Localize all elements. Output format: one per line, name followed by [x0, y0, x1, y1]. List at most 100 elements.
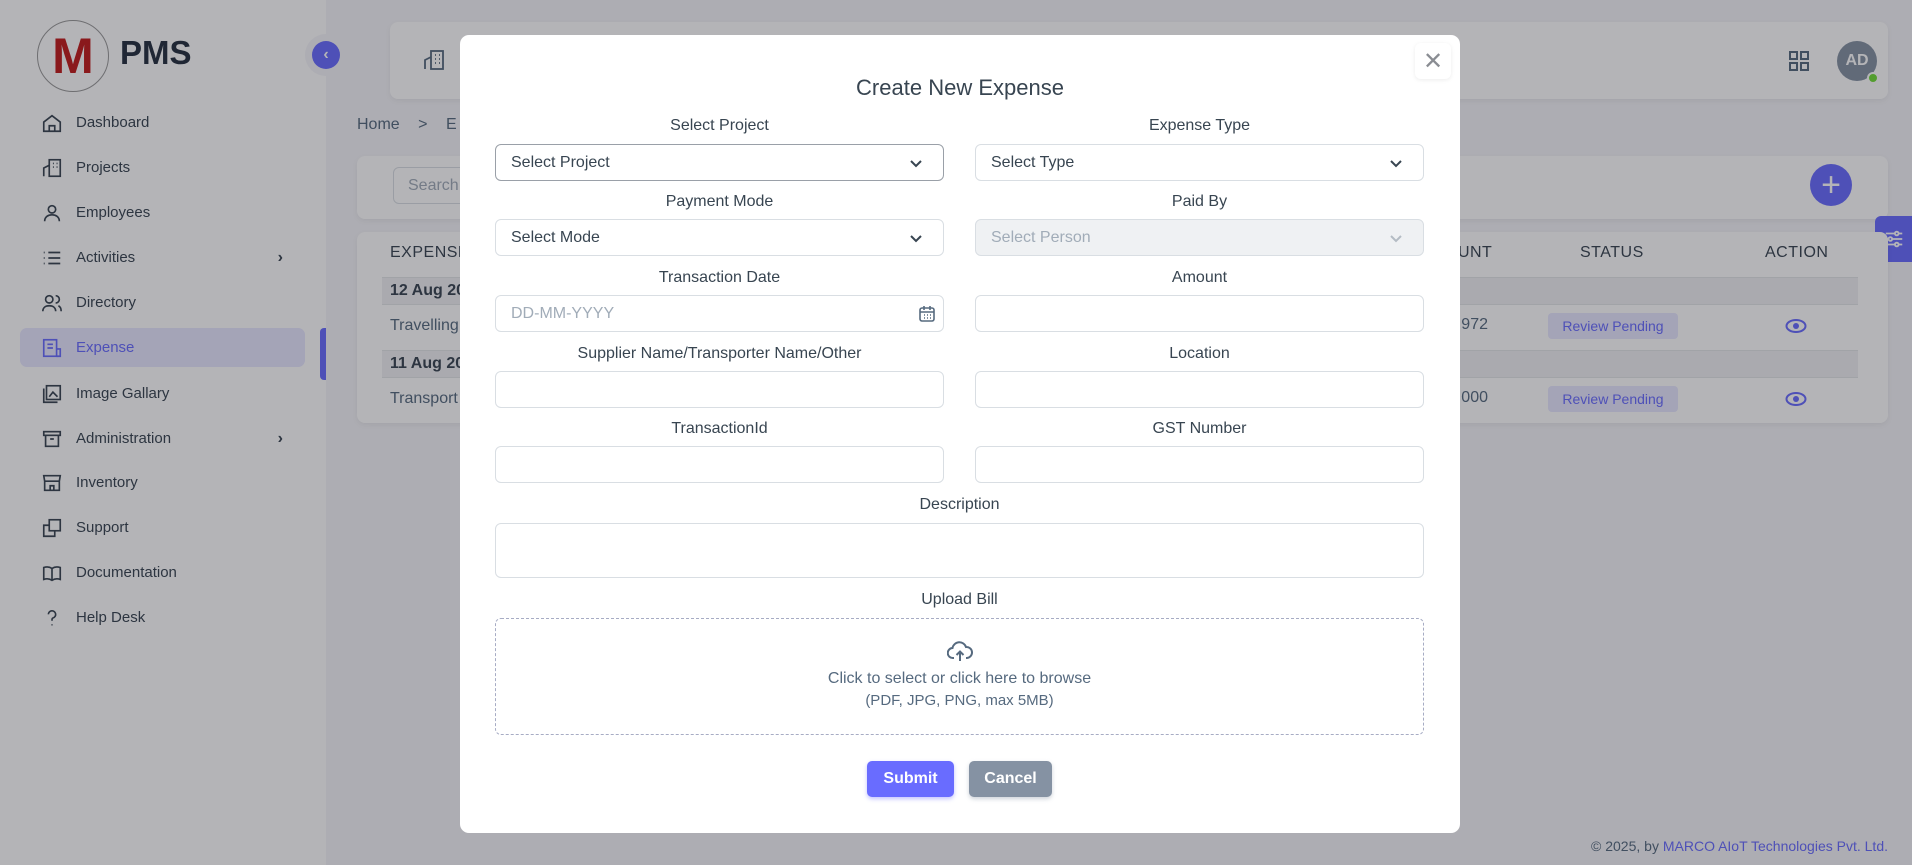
collapse-sidebar-button[interactable]: ‹ — [312, 41, 340, 69]
status-badge: Review Pending — [1548, 386, 1678, 412]
paid-by-value: Select Person — [991, 228, 1091, 246]
sidebar-item-help-desk[interactable]: Help Desk — [20, 598, 305, 637]
home-icon — [41, 112, 63, 134]
sidebar-item-documentation[interactable]: Documentation — [20, 553, 305, 592]
breadcrumb-home[interactable]: Home — [357, 116, 400, 133]
sidebar-item-label: Expense — [76, 339, 135, 356]
sidebar-item-label: Employees — [76, 204, 151, 221]
col-header-expense: EXPENSE — [390, 244, 470, 261]
location-input[interactable] — [975, 371, 1424, 408]
expense-type-label: Expense Type — [1148, 117, 1251, 134]
sidebar-item-label: Dashboard — [76, 114, 150, 131]
expense-type-select[interactable]: Select Type — [975, 144, 1424, 181]
upload-label: Upload Bill — [921, 591, 998, 608]
sidebar-item-employees[interactable]: Employees — [20, 193, 305, 232]
payment-mode-value: Select Mode — [511, 228, 600, 246]
users-icon — [41, 292, 63, 314]
store-icon — [41, 472, 63, 494]
chevron-down-icon — [910, 160, 922, 168]
breadcrumb: Home > E — [357, 116, 457, 134]
description-label: Description — [919, 496, 1000, 513]
sidebar: M PMS Dashboard Projects Employees Activiti… — [0, 0, 326, 865]
upload-instructions: Click to select or click here to browse — [827, 670, 1092, 687]
location-label: Location — [1169, 345, 1230, 362]
cancel-button[interactable]: Cancel — [969, 761, 1052, 797]
building-icon[interactable] — [422, 48, 446, 72]
chevron-right-icon: › — [277, 248, 283, 266]
close-button[interactable]: ✕ — [1415, 43, 1451, 79]
apps-grid-icon[interactable] — [1787, 49, 1811, 73]
description-textarea[interactable] — [495, 523, 1424, 578]
gst-input[interactable] — [975, 446, 1424, 483]
chevron-down-icon — [910, 235, 922, 243]
payment-mode-label: Payment Mode — [665, 193, 774, 210]
archive-icon — [41, 428, 63, 450]
sidebar-item-label: Support — [76, 519, 129, 536]
cell-expense-type: Travelling — [390, 317, 459, 334]
sidebar-item-expense[interactable]: Expense — [20, 328, 305, 367]
upload-dropzone[interactable]: Click to select or click here to browse … — [495, 618, 1424, 735]
payment-mode-select[interactable]: Select Mode — [495, 219, 944, 256]
receipt-icon — [41, 337, 63, 359]
sidebar-item-dashboard[interactable]: Dashboard — [20, 103, 305, 142]
footer-copyright: © 2025, by — [1591, 838, 1663, 854]
add-expense-button[interactable]: + — [1810, 164, 1852, 206]
sidebar-item-support[interactable]: Support — [20, 508, 305, 547]
footer-company-link[interactable]: MARCO AIoT Technologies Pvt. Ltd. — [1662, 838, 1888, 854]
sidebar-item-projects[interactable]: Projects — [20, 148, 305, 187]
chevron-down-icon — [1390, 235, 1402, 243]
user-icon — [41, 202, 63, 224]
sidebar-item-label: Help Desk — [76, 609, 146, 626]
view-eye-icon[interactable] — [1785, 391, 1807, 407]
book-icon — [41, 562, 63, 584]
paid-by-label: Paid By — [1171, 193, 1228, 210]
question-icon — [41, 607, 63, 629]
logo-letter: M — [52, 28, 94, 84]
sidebar-item-image-gallary[interactable]: Image Gallary — [20, 374, 305, 413]
transaction-id-input[interactable] — [495, 446, 944, 483]
brand-name: PMS — [120, 34, 192, 71]
sidebar-item-directory[interactable]: Directory — [20, 283, 305, 322]
gallery-icon — [41, 383, 63, 405]
amount-label: Amount — [1171, 269, 1228, 286]
breadcrumb-separator: > — [418, 116, 428, 133]
sidebar-item-label: Documentation — [76, 564, 177, 581]
supplier-label: Supplier Name/Transporter Name/Other — [577, 345, 862, 362]
col-header-action: ACTION — [1765, 244, 1829, 261]
close-icon: ✕ — [1422, 47, 1444, 75]
view-eye-icon[interactable] — [1785, 318, 1807, 334]
transaction-date-input[interactable]: DD-MM-YYYY — [495, 295, 944, 332]
copy-icon — [41, 517, 63, 539]
avatar[interactable]: AD — [1837, 41, 1877, 81]
breadcrumb-current: E — [445, 116, 457, 133]
chevron-down-icon — [1390, 160, 1402, 168]
amount-input[interactable] — [975, 295, 1424, 332]
cell-expense-type: Transport — [390, 390, 458, 407]
sidebar-item-label: Activities — [76, 249, 136, 266]
supplier-input[interactable] — [495, 371, 944, 408]
active-indicator — [320, 328, 326, 380]
modal-title: Create New Expense — [856, 75, 1064, 100]
chevron-right-icon: › — [277, 429, 283, 447]
sidebar-item-inventory[interactable]: Inventory — [20, 463, 305, 502]
cell-amount: 000 — [1461, 389, 1488, 406]
transaction-id-label: TransactionId — [671, 420, 768, 437]
create-expense-modal: Create New Expense ✕ Select Project Sele… — [460, 35, 1460, 833]
col-header-status: STATUS — [1580, 244, 1644, 261]
sidebar-item-label: Administration — [76, 430, 172, 447]
sidebar-item-label: Image Gallary — [76, 385, 170, 402]
expense-type-value: Select Type — [991, 153, 1075, 171]
project-select[interactable]: Select Project — [495, 144, 944, 181]
submit-button[interactable]: Submit — [867, 761, 954, 797]
sidebar-item-label: Inventory — [76, 474, 138, 491]
cloud-upload-icon — [946, 641, 973, 661]
cell-amount: 972 — [1461, 316, 1488, 333]
transaction-date-placeholder: DD-MM-YYYY — [511, 304, 615, 322]
sidebar-item-administration[interactable]: Administration › — [20, 419, 305, 458]
online-status-dot — [1867, 72, 1879, 84]
paid-by-select: Select Person — [975, 219, 1424, 256]
calendar-icon[interactable] — [917, 304, 937, 324]
project-label: Select Project — [670, 117, 769, 134]
sidebar-item-activities[interactable]: Activities › — [20, 238, 305, 277]
sidebar-item-label: Projects — [76, 159, 131, 176]
